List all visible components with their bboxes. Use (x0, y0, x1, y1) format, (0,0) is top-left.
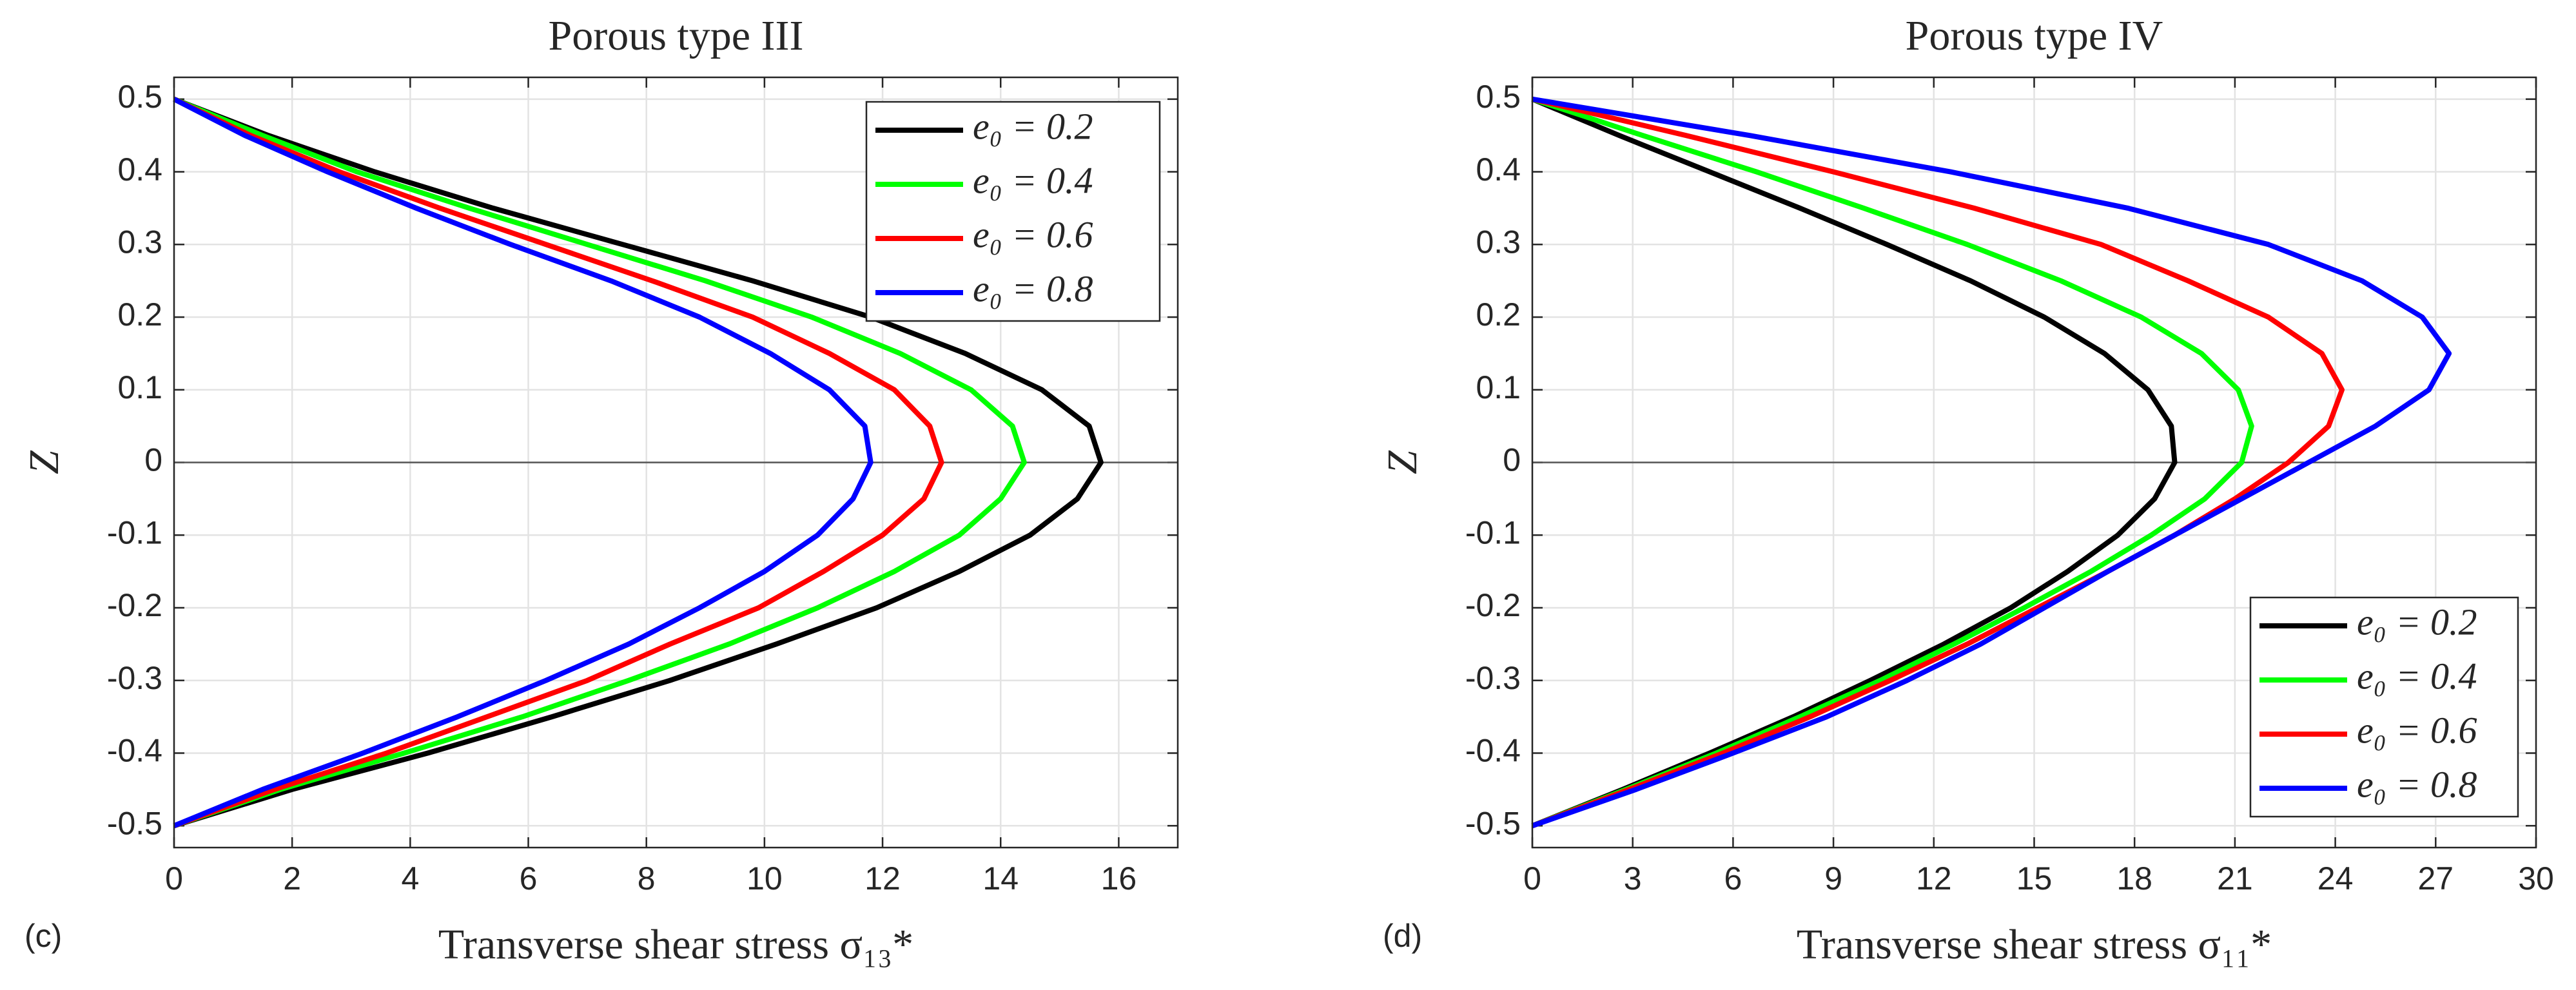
y-axis-label: Z (21, 450, 68, 474)
line-series (1531, 97, 2178, 828)
x-tick-label: 9 (1824, 860, 1842, 897)
legend-label: e₀ = 0.4 (2357, 655, 2477, 697)
legend-label: e₀ = 0.6 (2357, 709, 2477, 751)
y-tick-label: 0.3 (117, 224, 162, 260)
x-tick-label: 3 (1624, 860, 1642, 897)
axes-box (173, 76, 1179, 849)
x-tick-label: 8 (638, 860, 656, 897)
legend-label: e₀ = 0.2 (973, 105, 1093, 147)
y-axis-label: Z (1379, 450, 1426, 474)
x-tick-label: 6 (1724, 860, 1742, 897)
chart-title: Porous type III (549, 12, 804, 59)
line-series (1531, 97, 2254, 828)
y-tick-label: -0.4 (1465, 733, 1521, 769)
line-series (173, 97, 1104, 829)
x-tick-label: 0 (1523, 860, 1541, 897)
y-tick-label: 0.3 (1476, 224, 1521, 260)
x-tick-label: 21 (2217, 860, 2253, 897)
y-tick-label: -0.1 (107, 514, 162, 550)
panel-label: (d) (1383, 918, 1422, 954)
panel-label: (c) (24, 918, 62, 954)
x-axis-label: Transverse shear stress σ₁₁* (1797, 921, 2272, 968)
y-tick-label: -0.3 (107, 660, 162, 696)
y-tick-label: -0.2 (1465, 587, 1521, 623)
y-tick-label: 0.2 (117, 296, 162, 333)
legend-box (2249, 596, 2519, 818)
y-tick-label: 0.5 (117, 79, 162, 115)
x-tick-label: 12 (1916, 860, 1952, 897)
y-tick-label: -0.1 (1465, 514, 1521, 550)
y-tick-label: -0.4 (107, 733, 162, 769)
legend-label: e₀ = 0.6 (973, 213, 1093, 255)
legend-box (865, 101, 1161, 322)
x-tick-label: 12 (864, 860, 901, 897)
x-tick-label: 15 (2016, 860, 2053, 897)
axes-box (1531, 76, 2537, 849)
y-tick-label: -0.5 (107, 805, 162, 841)
x-tick-label: 24 (2317, 860, 2354, 897)
x-tick-label: 2 (283, 860, 301, 897)
legend-label: e₀ = 0.2 (2357, 601, 2477, 643)
y-tick-label: 0.2 (1476, 296, 1521, 333)
x-tick-label: 4 (401, 860, 419, 897)
y-tick-label: -0.2 (107, 587, 162, 623)
y-tick-label: 0 (1503, 442, 1521, 478)
legend-label: e₀ = 0.4 (973, 159, 1093, 201)
line-series (173, 97, 873, 828)
x-tick-label: 6 (520, 860, 538, 897)
y-tick-label: 0.5 (1476, 79, 1521, 115)
x-tick-label: 18 (2116, 860, 2152, 897)
chart-title: Porous type IV (1906, 12, 2163, 59)
line-series (173, 97, 1027, 828)
y-tick-label: 0.4 (1476, 151, 1521, 188)
x-tick-label: 0 (165, 860, 183, 897)
x-tick-label: 27 (2417, 860, 2454, 897)
legend-label: e₀ = 0.8 (973, 267, 1093, 309)
line-series (1531, 96, 2345, 828)
y-tick-label: 0.1 (1476, 369, 1521, 405)
y-tick-label: 0 (144, 442, 162, 478)
x-tick-label: 30 (2518, 860, 2554, 897)
y-tick-label: -0.3 (1465, 660, 1521, 696)
x-tick-label: 14 (982, 860, 1019, 897)
x-tick-label: 10 (746, 860, 783, 897)
x-tick-label: 16 (1101, 860, 1137, 897)
y-tick-label: -0.5 (1465, 805, 1521, 841)
y-tick-label: 0.1 (117, 369, 162, 405)
y-tick-label: 0.4 (117, 151, 162, 188)
legend-label: e₀ = 0.8 (2357, 763, 2477, 805)
line-series (1531, 96, 2452, 828)
x-axis-label: Transverse shear stress σ₁₃* (438, 921, 913, 968)
line-series (173, 97, 944, 828)
